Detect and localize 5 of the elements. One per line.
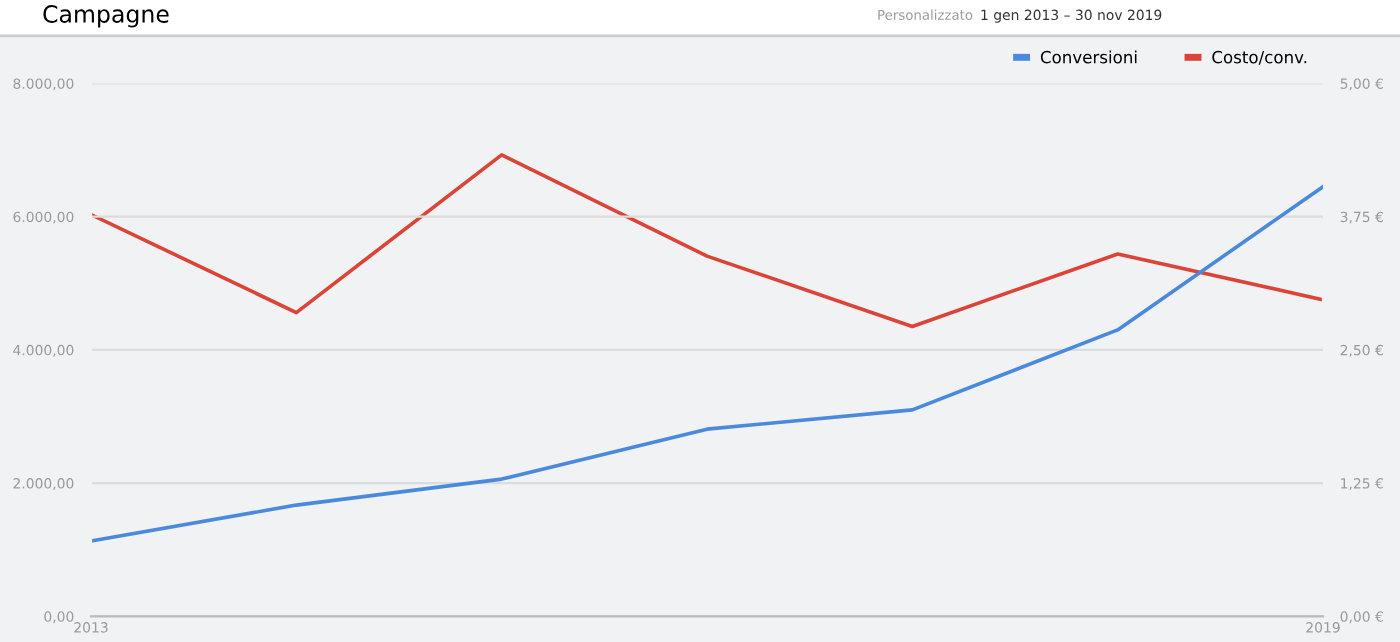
line-series xyxy=(91,184,1323,543)
legend-label: Costo/conv. xyxy=(1212,50,1307,65)
legend-label: Conversioni xyxy=(1040,50,1137,64)
chart-title: Campagne xyxy=(43,5,169,28)
line-series xyxy=(91,153,1323,329)
